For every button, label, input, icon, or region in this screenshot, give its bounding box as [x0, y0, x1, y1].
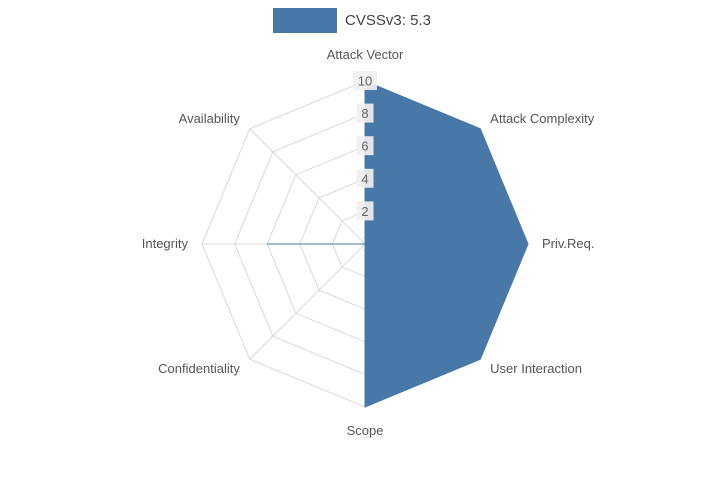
axis-labels: Attack Vector Attack Complexity Priv.Req. U…	[142, 47, 595, 438]
grid-spoke	[249, 128, 366, 245]
tick-label: 8	[361, 106, 368, 121]
axis-label-confidentiality: Confidentiality	[158, 361, 240, 376]
axis-label-integrity: Integrity	[142, 236, 189, 251]
radar-series	[267, 80, 529, 408]
tick-box	[356, 168, 374, 188]
tick-label: 4	[361, 171, 368, 186]
series-polygon	[267, 80, 529, 408]
axis-label-user-interaction: User Interaction	[490, 361, 582, 376]
legend[interactable]: CVSSv3: 5.3	[0, 8, 704, 33]
tick-label: 10	[358, 74, 372, 89]
tick-box	[356, 103, 374, 123]
legend-swatch	[273, 8, 338, 33]
grid-spoke	[249, 243, 366, 360]
tick-label: 2	[361, 204, 368, 219]
radial-tick: 6	[356, 136, 374, 156]
tick-box	[353, 71, 377, 90]
axis-label-attack-vector: Attack Vector	[327, 47, 404, 62]
axis-label-availability: Availability	[179, 111, 241, 126]
radial-tick-labels: 2 4 6 8 10	[353, 71, 377, 221]
tick-box	[356, 136, 374, 156]
radial-tick: 4	[356, 168, 374, 188]
axis-label-attack-complexity: Attack Complexity	[490, 111, 595, 126]
radial-tick: 2	[356, 201, 374, 221]
axis-label-priv-req: Priv.Req.	[542, 236, 595, 251]
tick-label: 6	[361, 139, 368, 154]
radial-tick: 8	[356, 103, 374, 123]
tick-box	[356, 201, 374, 221]
axis-label-scope: Scope	[347, 423, 384, 438]
radial-tick: 10	[353, 71, 377, 90]
legend-label: CVSSv3: 5.3	[345, 12, 431, 29]
